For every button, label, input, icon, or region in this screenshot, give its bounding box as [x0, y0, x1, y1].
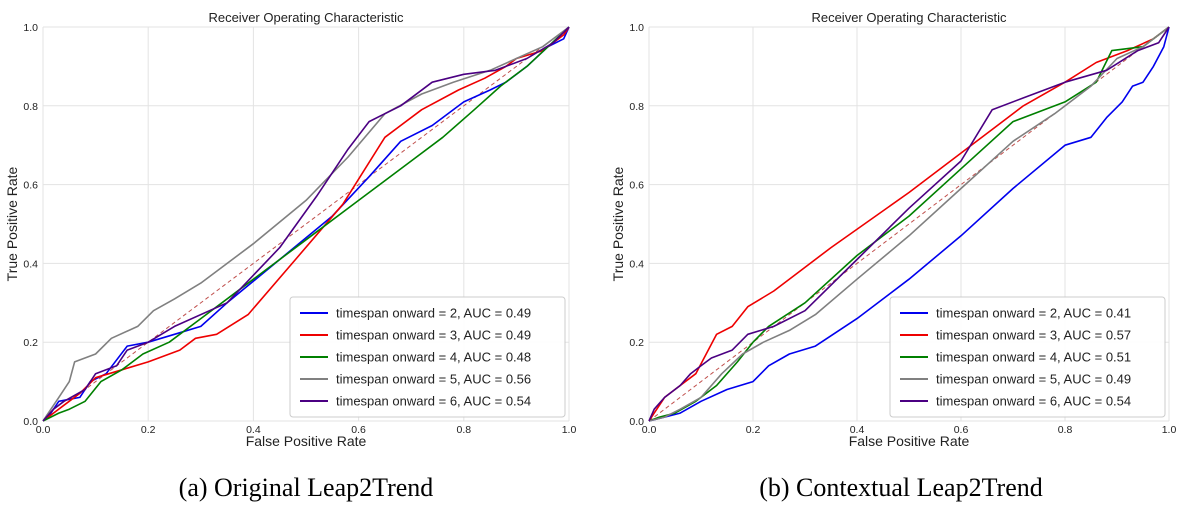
chance-diagonal-line	[42, 26, 570, 422]
legend-entry: timespan onward = 2, AUC = 0.49	[336, 306, 531, 321]
x-tick-label: 0.0	[642, 424, 657, 436]
caption-a: (a) Original Leap2Trend	[178, 473, 434, 502]
y-tick-label: 0.0	[23, 416, 38, 428]
chart-panel-1: 0.0 0.2 0.4 0.6 0.8 1.0 0.0 0.2 0.4 0.6 0.8 1.0 Rece…	[4, 10, 576, 449]
x-axis-label: False Positive Rate	[246, 433, 367, 449]
legend-entry: timespan onward = 6, AUC = 0.54	[336, 394, 531, 409]
y-axis-label: True Positive Rate	[610, 166, 626, 281]
legend-box	[289, 296, 566, 418]
roc-series-line-5	[648, 26, 1170, 422]
chart-title: Receiver Operating Characteristic	[811, 10, 1007, 25]
legend-entry: timespan onward = 4, AUC = 0.48	[336, 350, 531, 365]
legend-entry: timespan onward = 6, AUC = 0.54	[936, 394, 1131, 409]
roc-series-line-6	[648, 26, 1170, 422]
y-tick-label: 1.0	[629, 22, 644, 34]
y-tick-label: 0.2	[629, 337, 644, 349]
roc-series-line-4	[42, 26, 570, 422]
roc-series-line-2	[648, 26, 1170, 422]
x-tick-label: 0.8	[456, 424, 471, 436]
legend-box	[889, 296, 1166, 418]
x-tick-label: 1.0	[1162, 424, 1177, 436]
y-tick-label: 0.6	[23, 180, 38, 192]
legend-entry: timespan onward = 3, AUC = 0.49	[336, 328, 531, 343]
x-tick-label: 0.6	[351, 424, 366, 436]
x-tick-label: 0.8	[1058, 424, 1073, 436]
legend-entry: timespan onward = 4, AUC = 0.51	[936, 350, 1131, 365]
legend-entry: timespan onward = 2, AUC = 0.41	[936, 306, 1131, 321]
legend-entry: timespan onward = 5, AUC = 0.49	[936, 372, 1131, 387]
x-tick-label: 0.4	[246, 424, 261, 436]
x-axis-label: False Positive Rate	[849, 433, 970, 449]
y-tick-label: 0.8	[629, 101, 644, 113]
y-axis-label: True Positive Rate	[4, 166, 20, 281]
x-tick-label: 0.2	[141, 424, 156, 436]
figure: 0.0 0.2 0.4 0.6 0.8 1.0 0.0 0.2 0.4 0.6 0.8 1.0 Rece…	[4, 10, 1176, 449]
chance-diagonal-line	[648, 26, 1170, 422]
y-tick-label: 0.6	[629, 180, 644, 192]
y-tick-label: 1.0	[23, 22, 38, 34]
roc-series-line-6	[42, 26, 570, 422]
x-tick-label: 0.0	[36, 424, 51, 436]
x-tick-label: 1.0	[562, 424, 577, 436]
legend-entry: timespan onward = 3, AUC = 0.57	[936, 328, 1131, 343]
y-tick-label: 0.8	[23, 101, 38, 113]
x-tick-label: 0.4	[850, 424, 865, 436]
x-tick-label: 0.6	[954, 424, 969, 436]
caption-b: (b) Contextual Leap2Trend	[759, 473, 1043, 502]
x-tick-label: 0.2	[746, 424, 761, 436]
legend-entry: timespan onward = 5, AUC = 0.56	[336, 372, 531, 387]
chart-title: Receiver Operating Characteristic	[208, 10, 404, 25]
roc-series-line-5	[42, 26, 570, 422]
y-tick-label: 0.2	[23, 337, 38, 349]
chart-panel-2: 0.0 0.2 0.4 0.6 0.8 1.0 0.0 0.2 0.4 0.6 0.8 1.0 Rece…	[610, 10, 1176, 449]
y-tick-label: 0.4	[23, 258, 38, 270]
y-tick-label: 0.4	[629, 258, 644, 270]
y-tick-label: 0.0	[629, 416, 644, 428]
